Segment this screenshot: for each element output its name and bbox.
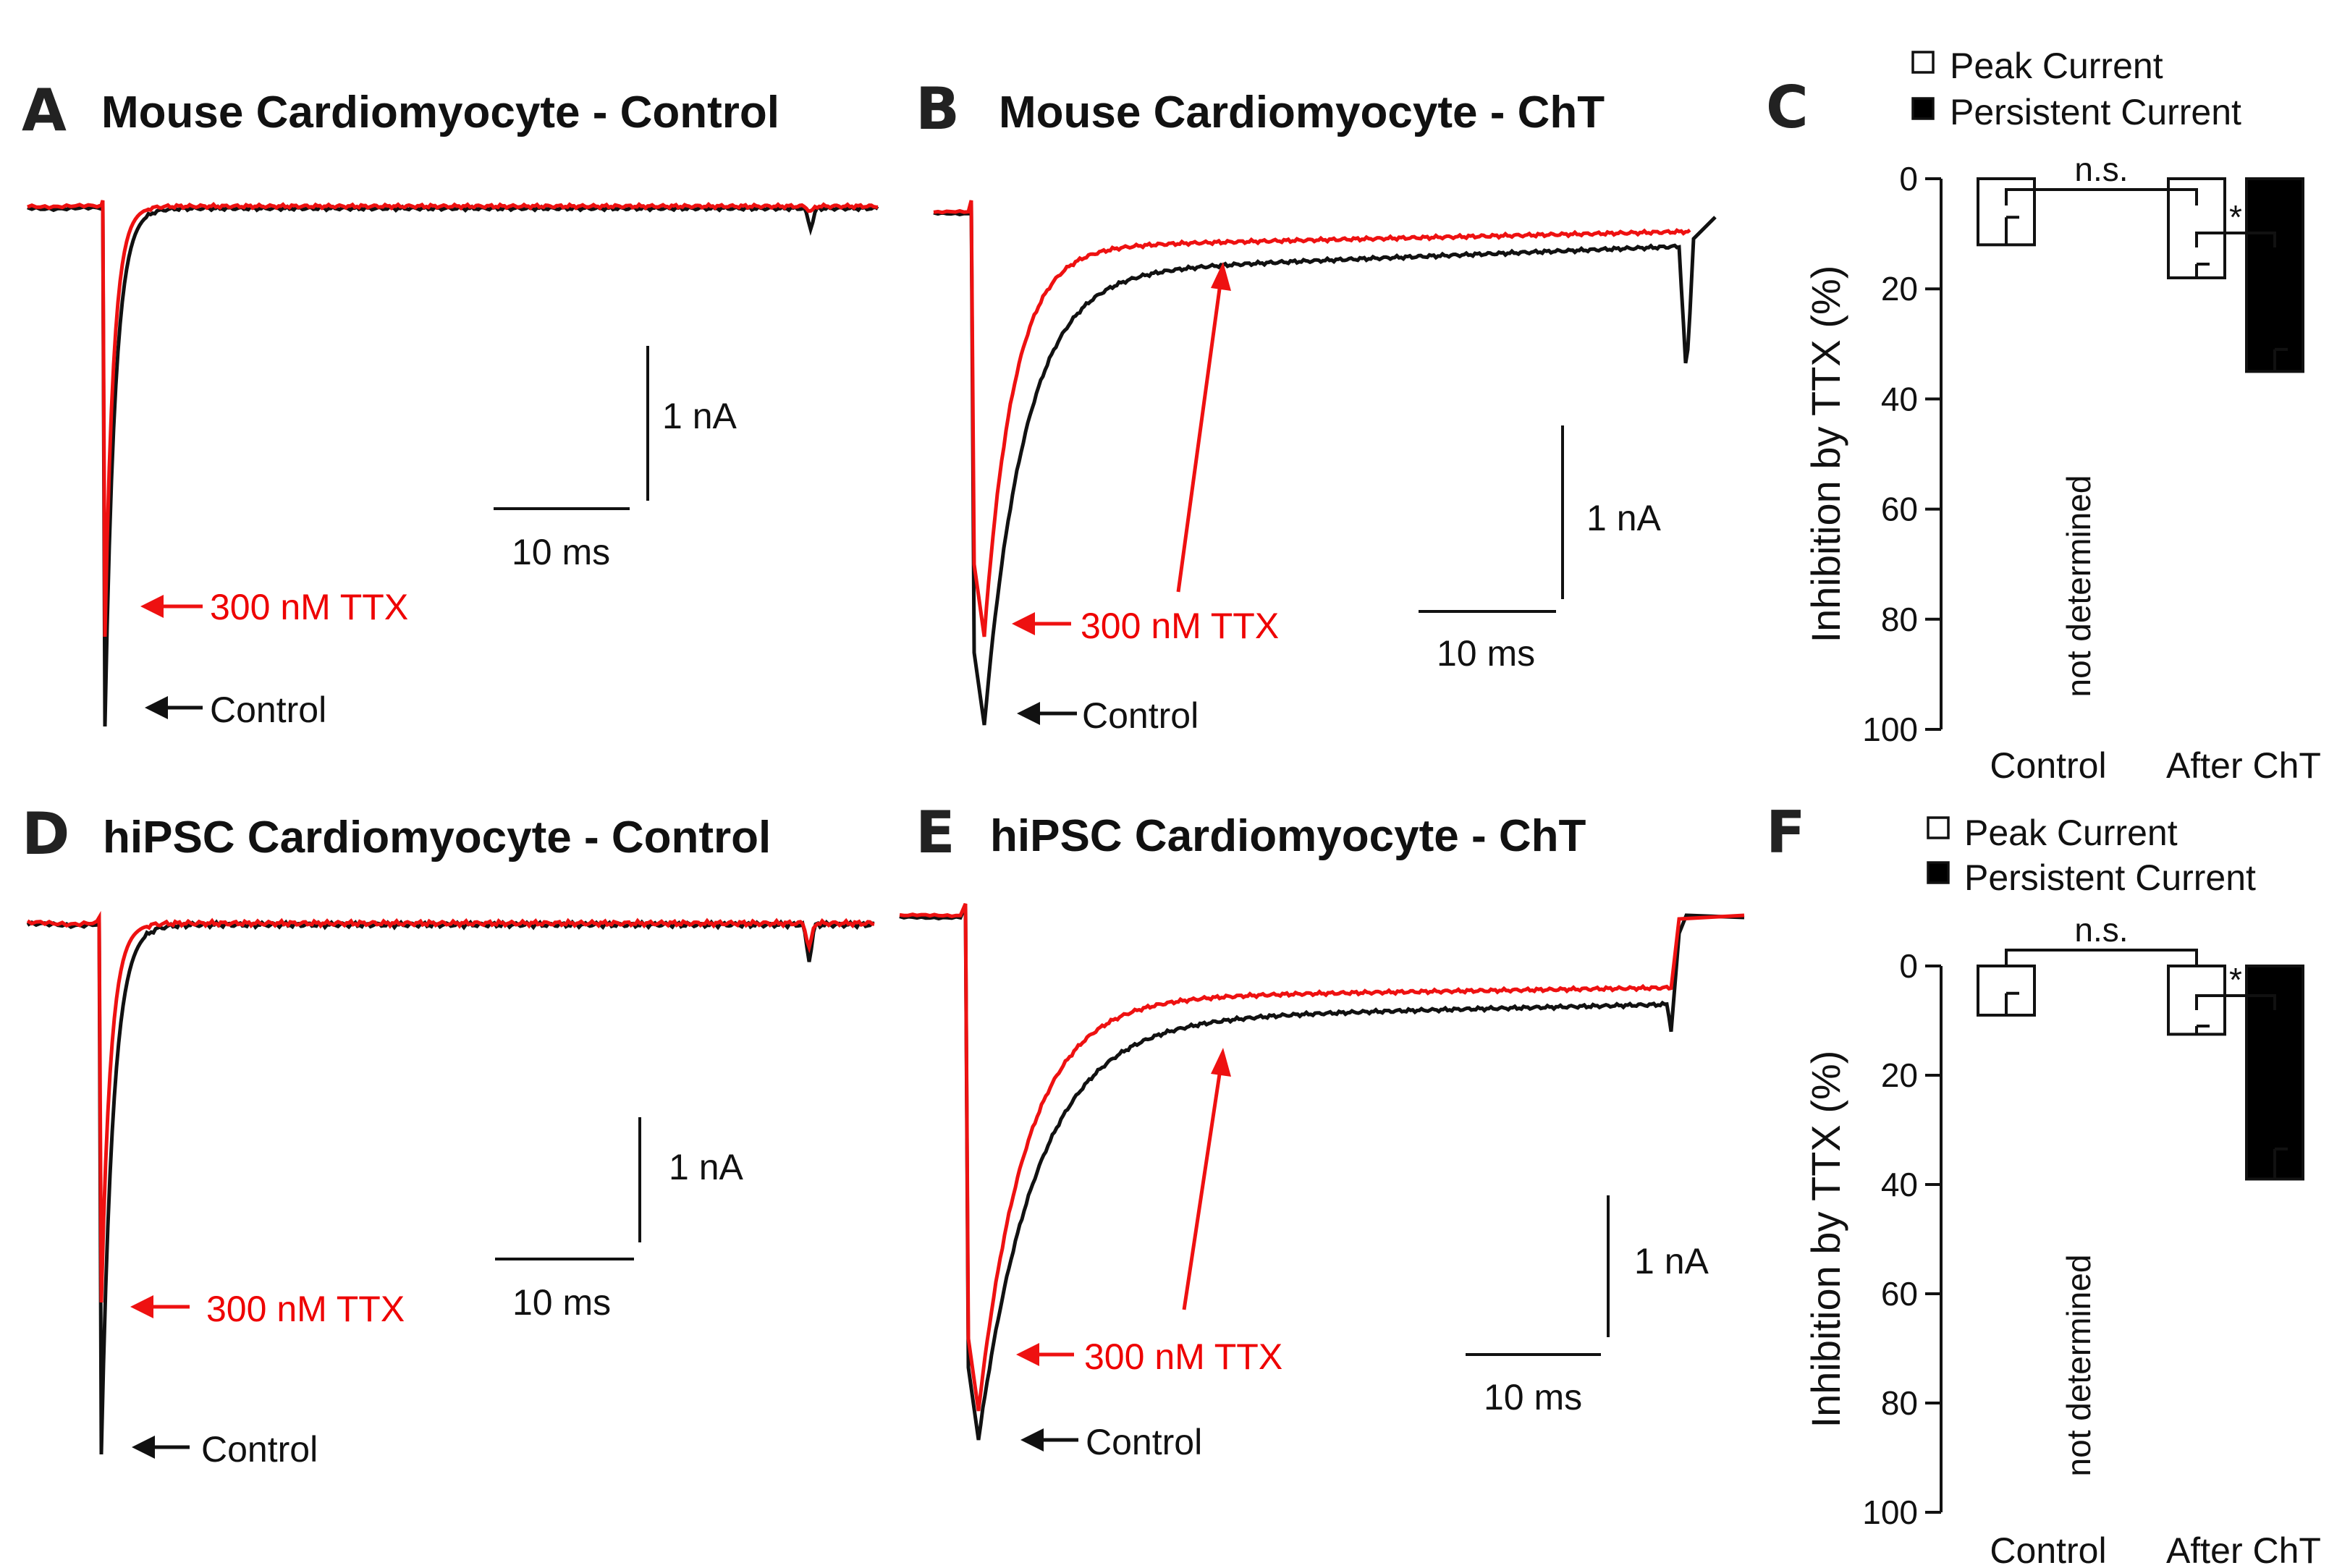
control-trace bbox=[26, 918, 875, 1455]
y-tick-label: 80 bbox=[1881, 601, 1918, 638]
y-tick-label: 100 bbox=[1862, 711, 1918, 748]
control-arrow bbox=[1017, 702, 1077, 725]
panel-a: A Mouse Cardiomyocyte - Control 1 nA 10 … bbox=[22, 77, 879, 730]
legend-persistent-current: Persistent Current bbox=[1950, 92, 2241, 132]
y-tick-label: 100 bbox=[1862, 1493, 1918, 1531]
y-axis-label: Inhibition by TTX (%) bbox=[1803, 266, 1848, 643]
control-arrow bbox=[145, 696, 203, 719]
legend-swatch-persistent bbox=[1911, 97, 1935, 120]
ttx-trace bbox=[26, 910, 875, 1303]
legend-peak-current: Peak Current bbox=[1950, 46, 2163, 86]
significance-star: * bbox=[2229, 198, 2242, 236]
ttx-arrow bbox=[130, 1295, 190, 1318]
scale-bar-x-label: 10 ms bbox=[1437, 633, 1535, 674]
legend: Peak Current Persistent Current bbox=[1927, 813, 2256, 898]
control-label: Control bbox=[1086, 1422, 1202, 1462]
y-tick-label: 0 bbox=[1899, 160, 1918, 198]
scale-bar-x-label: 10 ms bbox=[512, 1282, 611, 1323]
control-arrow bbox=[132, 1436, 190, 1459]
control-trace bbox=[27, 202, 879, 727]
ttx-label: 300 nM TTX bbox=[1084, 1336, 1282, 1377]
panel-letter: E bbox=[916, 799, 955, 866]
control-label: Control bbox=[201, 1429, 318, 1470]
y-tick-label: 80 bbox=[1881, 1384, 1918, 1422]
ttx-label: 300 nM TTX bbox=[206, 1289, 405, 1329]
panel-title: Mouse Cardiomyocyte - Control bbox=[101, 88, 779, 137]
panel-b: B Mouse Cardiomyocyte - ChT 1 nA 10 ms 3… bbox=[916, 75, 1717, 736]
category-label: After ChT bbox=[2166, 745, 2321, 786]
y-tick-label: 60 bbox=[1881, 491, 1918, 528]
significance-bracket bbox=[2195, 994, 2276, 1010]
ttx-label: 300 nM TTX bbox=[1081, 606, 1279, 646]
ttx-label: 300 nM TTX bbox=[210, 587, 408, 627]
not-determined-label: not determined bbox=[2060, 1255, 2097, 1477]
ttx-trace bbox=[899, 903, 1745, 1412]
significance-star: * bbox=[2229, 961, 2242, 999]
bar-persistent-after-cht bbox=[2245, 177, 2304, 373]
ttx-arrow bbox=[1012, 612, 1071, 635]
legend-swatch-persistent bbox=[1927, 861, 1950, 884]
ttx-trace bbox=[933, 200, 1691, 637]
scale-bar-x-label: 10 ms bbox=[512, 532, 610, 572]
panel-title: hiPSC Cardiomyocyte - ChT bbox=[990, 811, 1586, 861]
panel-title: Mouse Cardiomyocyte - ChT bbox=[999, 88, 1605, 137]
ttx-arrow bbox=[140, 595, 203, 618]
panel-letter: A bbox=[22, 77, 67, 144]
y-tick-label: 20 bbox=[1881, 1056, 1918, 1094]
y-tick-label: 40 bbox=[1881, 1166, 1918, 1203]
panel-letter: F bbox=[1766, 799, 1806, 866]
ns-bracket bbox=[2005, 188, 2198, 205]
ttx-arrow bbox=[1016, 1343, 1074, 1366]
panel-c: C Peak Current Persistent Current 0 20 40 6… bbox=[1766, 46, 2321, 786]
bar-chart-c: 0 20 40 60 80 100 Inhibition by TTX (%) not det… bbox=[1803, 151, 2321, 786]
legend-peak-current: Peak Current bbox=[1964, 813, 2178, 853]
y-tick-label: 40 bbox=[1881, 380, 1918, 418]
ns-label: n.s. bbox=[2074, 911, 2128, 949]
scale-bar-y-label: 1 nA bbox=[669, 1147, 744, 1187]
control-label: Control bbox=[1082, 695, 1199, 736]
panel-d: D hiPSC Cardiomyocyte - Control 1 nA 10 … bbox=[22, 800, 875, 1470]
bar-chart-f: 0 20 40 60 80 100 Inhibition by TTX (%) not det… bbox=[1803, 911, 2321, 1568]
panel-title: hiPSC Cardiomyocyte - Control bbox=[103, 813, 771, 863]
control-label: Control bbox=[210, 690, 326, 730]
y-tick-label: 60 bbox=[1881, 1275, 1918, 1313]
scale-bar-x-label: 10 ms bbox=[1484, 1377, 1582, 1417]
panel-f: F Peak Current Persistent Current 0 20 40 6… bbox=[1766, 799, 2321, 1568]
y-axis-label: Inhibition by TTX (%) bbox=[1803, 1051, 1848, 1428]
category-label: Control bbox=[1990, 1530, 2106, 1568]
ns-label: n.s. bbox=[2074, 151, 2128, 188]
control-arrow bbox=[1020, 1428, 1078, 1452]
ttx-pointer-arrow bbox=[1176, 262, 1231, 593]
not-determined-label: not determined bbox=[2060, 475, 2097, 698]
scale-bar-y-label: 1 nA bbox=[1634, 1241, 1709, 1281]
ttx-pointer-arrow bbox=[1182, 1048, 1231, 1310]
category-label: Control bbox=[1990, 745, 2106, 786]
significance-bracket bbox=[2195, 232, 2276, 247]
legend: Peak Current Persistent Current bbox=[1911, 46, 2241, 132]
legend-persistent-current: Persistent Current bbox=[1964, 857, 2256, 898]
y-tick-label: 20 bbox=[1881, 270, 1918, 308]
panel-letter: B bbox=[916, 75, 960, 143]
scale-bar-y-label: 1 nA bbox=[1586, 498, 1662, 538]
category-label: After ChT bbox=[2166, 1530, 2321, 1568]
scale-bar-y-label: 1 nA bbox=[662, 396, 737, 436]
ns-bracket bbox=[2005, 949, 2198, 966]
control-trace bbox=[933, 201, 1717, 726]
legend-swatch-peak bbox=[1927, 816, 1950, 839]
ttx-trace bbox=[27, 200, 879, 637]
panel-letter: D bbox=[22, 800, 69, 868]
panel-letter: C bbox=[1766, 74, 1809, 141]
control-trace bbox=[899, 905, 1745, 1441]
legend-swatch-peak bbox=[1911, 51, 1935, 74]
y-tick-label: 0 bbox=[1899, 947, 1918, 985]
panel-e: E hiPSC Cardiomyocyte - ChT 1 nA 10 ms 3… bbox=[899, 799, 1745, 1462]
